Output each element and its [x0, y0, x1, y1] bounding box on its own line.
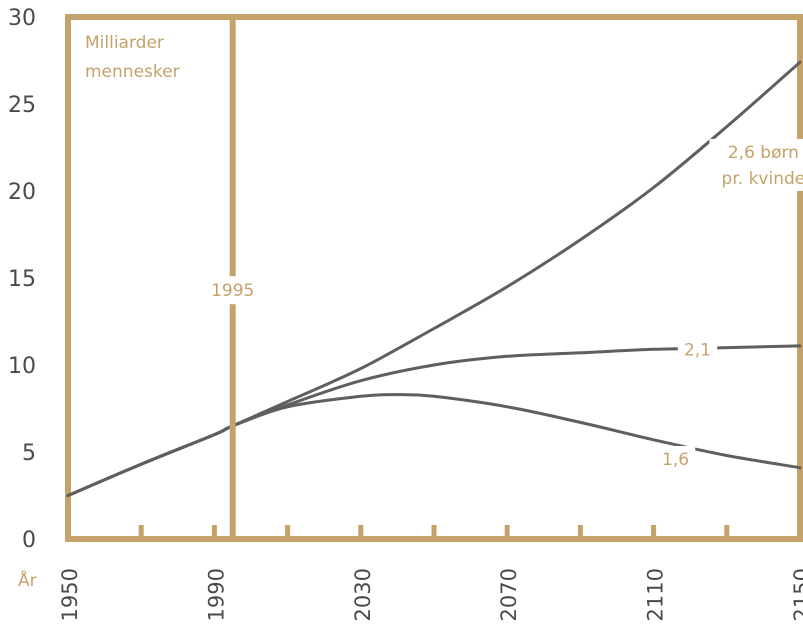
marker-label: 1995	[211, 281, 254, 301]
series-label-2-line-1: 2,1	[684, 340, 711, 360]
series-label-1-line-1: 2,6 børn	[728, 143, 799, 163]
y-axis-title-line2: mennesker	[85, 62, 180, 82]
series-line-2	[66, 344, 802, 497]
series-line-3	[66, 393, 802, 497]
x-axis-tick-labels: 1950 1990 2030 2070 2110 2150	[58, 568, 803, 621]
y-tick-label-15: 15	[8, 267, 36, 292]
x-axis-minor-ticks	[138, 525, 730, 539]
x-axis-title: År	[18, 569, 37, 591]
series-label-bg-2	[677, 336, 718, 363]
y-tick-label-5: 5	[22, 441, 36, 466]
y-axis-title-line1: Milliarder	[85, 33, 164, 53]
series-label-3-line-1: 1,6	[662, 450, 689, 470]
x-tick-label-2110: 2110	[644, 568, 668, 621]
y-axis-tick-labels: 0 5 10 15 20 25 30	[8, 6, 36, 553]
x-tick-label-1950: 1950	[58, 568, 82, 621]
series-label-bg-1	[709, 138, 803, 191]
y-tick-label-20: 20	[8, 180, 36, 205]
y-tick-label-10: 10	[8, 354, 36, 379]
y-tick-label-25: 25	[8, 93, 36, 118]
x-tick-label-1990: 1990	[204, 568, 228, 621]
x-tick-label-2070: 2070	[497, 568, 521, 621]
series-labels: 2,6 børn pr. kvinde 2,1 1,6	[655, 138, 803, 472]
year-marker: 1995	[208, 17, 257, 539]
marker-label-bg	[208, 276, 257, 305]
x-tick-label-2030: 2030	[351, 568, 375, 621]
series-lines	[66, 60, 802, 497]
y-tick-label-30: 30	[8, 6, 36, 31]
series-label-bg-3	[655, 445, 696, 472]
series-line-1	[66, 60, 802, 497]
x-tick-label-2150: 2150	[790, 568, 803, 621]
series-label-1-line-2: pr. kvinde	[722, 169, 803, 189]
y-tick-label-0: 0	[22, 528, 36, 553]
